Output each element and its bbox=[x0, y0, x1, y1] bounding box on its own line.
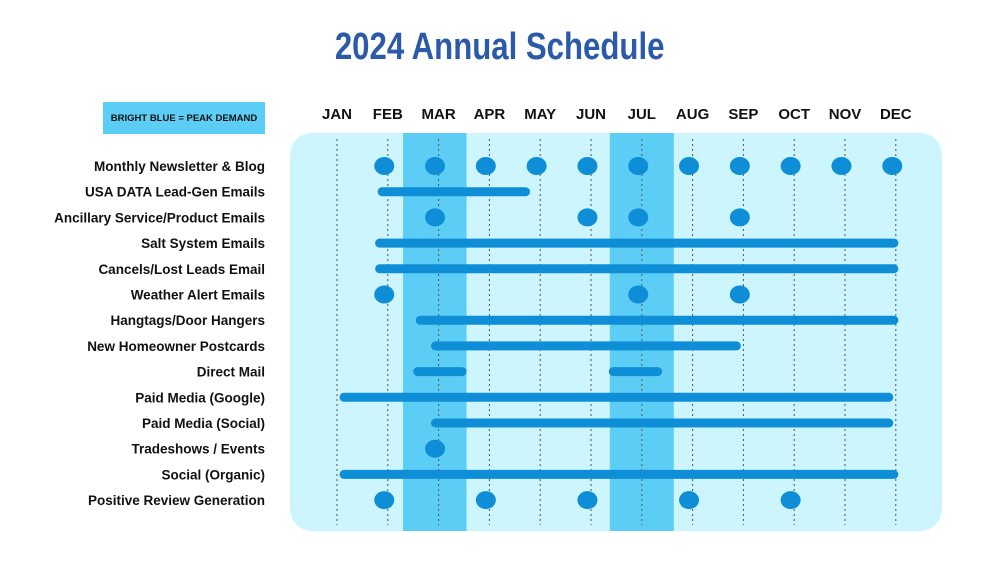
month-label-mar: MAR bbox=[422, 106, 456, 123]
month-label-sep: SEP bbox=[728, 106, 758, 123]
row-label: Salt System Emails bbox=[141, 236, 265, 251]
schedule-dot bbox=[425, 157, 446, 175]
schedule-bar bbox=[430, 341, 741, 351]
schedule-dot bbox=[628, 157, 649, 175]
schedule-dot bbox=[577, 157, 598, 175]
schedule-dot bbox=[679, 491, 700, 510]
month-label-jul: JUL bbox=[628, 106, 656, 123]
schedule-dot bbox=[475, 157, 496, 175]
schedule-dot bbox=[425, 439, 446, 458]
schedule-dot bbox=[729, 208, 750, 227]
row-label: Social (Organic) bbox=[161, 467, 265, 482]
schedule-bar bbox=[413, 367, 467, 377]
schedule-dot bbox=[526, 157, 547, 175]
row-label: New Homeowner Postcards bbox=[87, 339, 265, 354]
schedule-dot bbox=[780, 491, 801, 510]
page-title: 2024 Annual Schedule bbox=[334, 26, 665, 68]
schedule-dot bbox=[780, 157, 801, 175]
peak-demand-legend: BRIGHT BLUE = PEAK DEMAND bbox=[103, 102, 265, 134]
row-label: Paid Media (Google) bbox=[135, 390, 265, 405]
month-label-oct: OCT bbox=[778, 106, 810, 123]
schedule-dot bbox=[374, 491, 395, 510]
row-label: Cancels/Lost Leads Email bbox=[98, 262, 265, 277]
schedule-bar bbox=[415, 315, 899, 325]
month-label-feb: FEB bbox=[373, 106, 403, 123]
row-label: USA DATA Lead-Gen Emails bbox=[85, 185, 265, 200]
month-label-aug: AUG bbox=[676, 106, 709, 123]
schedule-bar bbox=[339, 392, 894, 402]
schedule-dot bbox=[628, 285, 649, 304]
row-label: Weather Alert Emails bbox=[131, 288, 265, 303]
month-label-apr: APR bbox=[474, 106, 506, 123]
row-label: Paid Media (Social) bbox=[142, 416, 265, 431]
row-label: Positive Review Generation bbox=[88, 493, 265, 508]
legend-text: BRIGHT BLUE = PEAK DEMAND bbox=[110, 112, 258, 124]
row-label: Monthly Newsletter & Blog bbox=[94, 159, 265, 174]
schedule-dot bbox=[729, 285, 750, 304]
month-label-jun: JUN bbox=[576, 106, 606, 123]
schedule-dot bbox=[577, 491, 598, 510]
schedule-dot bbox=[729, 157, 750, 175]
schedule-bar bbox=[375, 264, 899, 274]
row-label: Hangtags/Door Hangers bbox=[110, 313, 265, 328]
schedule-dot bbox=[831, 157, 852, 175]
schedule-bar bbox=[377, 187, 531, 197]
schedule-dot bbox=[374, 157, 395, 175]
schedule-dot bbox=[425, 208, 446, 227]
schedule-dot bbox=[628, 208, 649, 227]
row-label: Direct Mail bbox=[197, 365, 265, 380]
schedule-dot bbox=[374, 285, 395, 304]
schedule-bar bbox=[430, 418, 894, 428]
month-label-dec: DEC bbox=[880, 106, 912, 123]
peak-demand-band-1 bbox=[403, 133, 467, 531]
schedule-dot bbox=[679, 157, 700, 175]
month-label-jan: JAN bbox=[322, 106, 352, 123]
schedule-bar bbox=[608, 367, 663, 377]
schedule-dot bbox=[882, 157, 903, 175]
schedule-dot bbox=[475, 491, 496, 510]
schedule-bar bbox=[339, 469, 899, 479]
month-label-may: MAY bbox=[524, 106, 556, 123]
row-label: Ancillary Service/Product Emails bbox=[54, 210, 265, 225]
row-label: Tradeshows / Events bbox=[131, 442, 265, 457]
schedule-dot bbox=[577, 208, 598, 227]
month-label-nov: NOV bbox=[829, 106, 862, 123]
schedule-bar bbox=[375, 238, 899, 248]
